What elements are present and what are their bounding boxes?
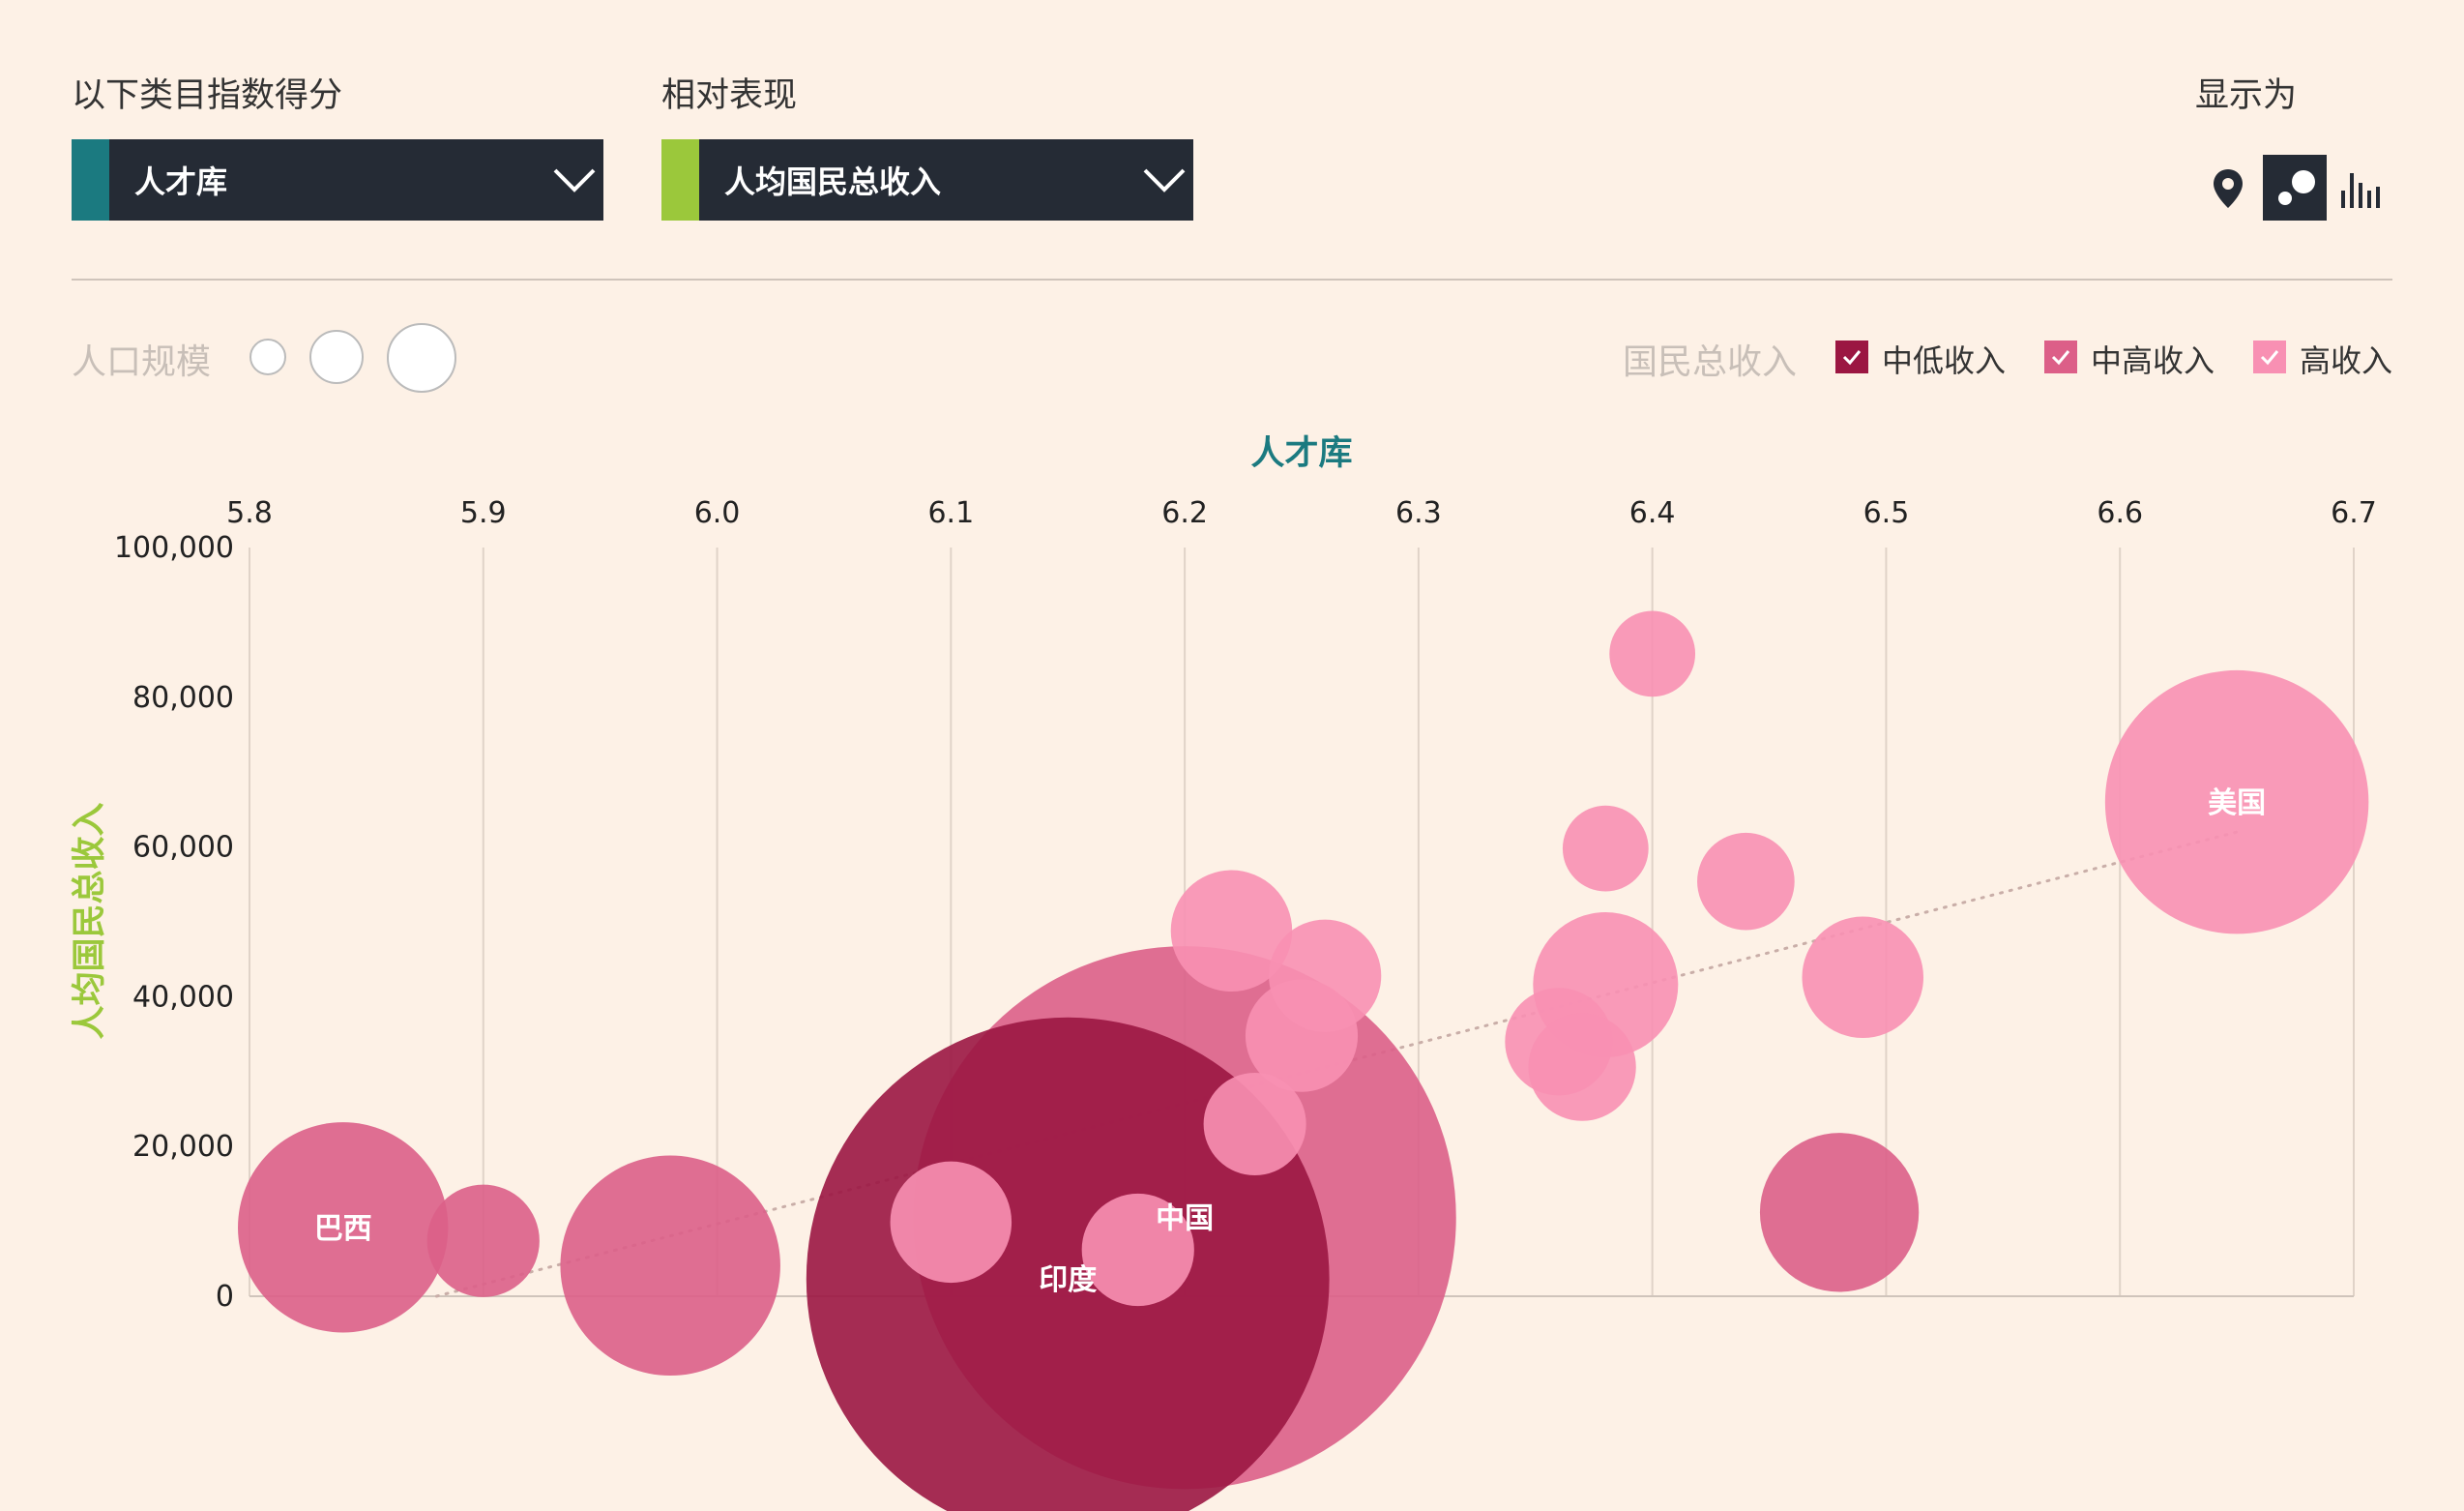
population-size-label: 人口规模 [72, 342, 212, 382]
data-point [806, 1017, 1330, 1511]
relative-select[interactable]: 人均国民总收入 [661, 139, 1193, 221]
data-point [426, 1184, 540, 1297]
size-small-circle [249, 339, 286, 375]
data-point [2104, 669, 2369, 934]
legend-high-label: 高收入 [2300, 342, 2393, 379]
x-tick-label: 6.6 [2097, 496, 2143, 530]
category-label: 以下类目指数得分 [72, 76, 343, 115]
x-tick-label: 6.4 [1629, 496, 1676, 530]
data-point [1269, 919, 1382, 1032]
check-icon [2260, 350, 2279, 366]
data-point [890, 1161, 1012, 1284]
data-point [1203, 1072, 1306, 1176]
relative-select-value: 人均国民总收入 [724, 163, 942, 200]
y-tick-label: 100,000 [114, 531, 234, 565]
relative-accent [661, 139, 699, 221]
check-icon [2051, 350, 2070, 366]
x-tick-label: 6.1 [927, 496, 974, 530]
x-axis-title: 人才库 [1250, 434, 1352, 473]
y-tick-label: 0 [216, 1280, 234, 1314]
chevron-down-icon [545, 139, 603, 221]
size-large-circle [387, 323, 456, 393]
relative-label: 相对表现 [661, 76, 798, 115]
category-select[interactable]: 人才库 [72, 139, 603, 221]
x-tick-label: 5.9 [460, 496, 507, 530]
legend-lower-middle-label: 中低收入 [1882, 342, 2007, 379]
data-point [1802, 916, 1924, 1039]
data-point [1170, 870, 1293, 993]
data-point [1528, 1013, 1636, 1121]
x-tick-label: 5.8 [226, 496, 273, 530]
y-axis-title: 人均国民总收入 [71, 802, 109, 1039]
display-label: 显示为 [2195, 76, 2298, 115]
point-label: 巴西 [314, 1212, 372, 1246]
point-label: 中国 [1156, 1202, 1214, 1236]
bubble-view-button[interactable] [2263, 155, 2327, 221]
size-medium-circle [309, 330, 364, 384]
map-pin-icon [2214, 169, 2243, 208]
legend-upper-middle-label: 中高收入 [2091, 342, 2215, 379]
header-divider [72, 279, 2392, 281]
bubble-chart-icon [2278, 170, 2315, 205]
x-tick-label: 6.7 [2331, 496, 2377, 530]
data-point [1697, 832, 1795, 931]
y-tick-label: 80,000 [132, 681, 234, 715]
check-icon [1842, 350, 1862, 366]
data-point [1759, 1133, 1920, 1292]
point-label: 印度 [1039, 1263, 1097, 1297]
map-view-button[interactable] [2205, 159, 2251, 219]
checkbox-high[interactable] [2253, 341, 2286, 373]
y-tick-label: 60,000 [132, 831, 234, 865]
checkbox-upper-middle[interactable] [2044, 341, 2077, 373]
bar-view-button[interactable] [2334, 159, 2385, 219]
category-accent [72, 139, 109, 221]
data-point [1081, 1193, 1194, 1307]
checkbox-lower-middle[interactable] [1835, 341, 1868, 373]
x-tick-label: 6.2 [1161, 496, 1208, 530]
x-tick-label: 6.0 [694, 496, 741, 530]
y-tick-label: 40,000 [132, 980, 234, 1014]
data-point [238, 1122, 449, 1333]
chevron-down-icon [1135, 139, 1193, 221]
x-tick-label: 6.5 [1863, 496, 1910, 530]
data-point [560, 1155, 780, 1377]
category-select-value: 人才库 [134, 163, 228, 200]
point-label: 美国 [2208, 786, 2266, 820]
income-legend-label: 国民总收入 [1623, 342, 1798, 382]
data-point [1562, 805, 1649, 892]
bar-chart-icon [2341, 173, 2380, 208]
y-tick-label: 20,000 [132, 1130, 234, 1164]
data-point [1609, 610, 1696, 697]
x-tick-label: 6.3 [1395, 496, 1442, 530]
